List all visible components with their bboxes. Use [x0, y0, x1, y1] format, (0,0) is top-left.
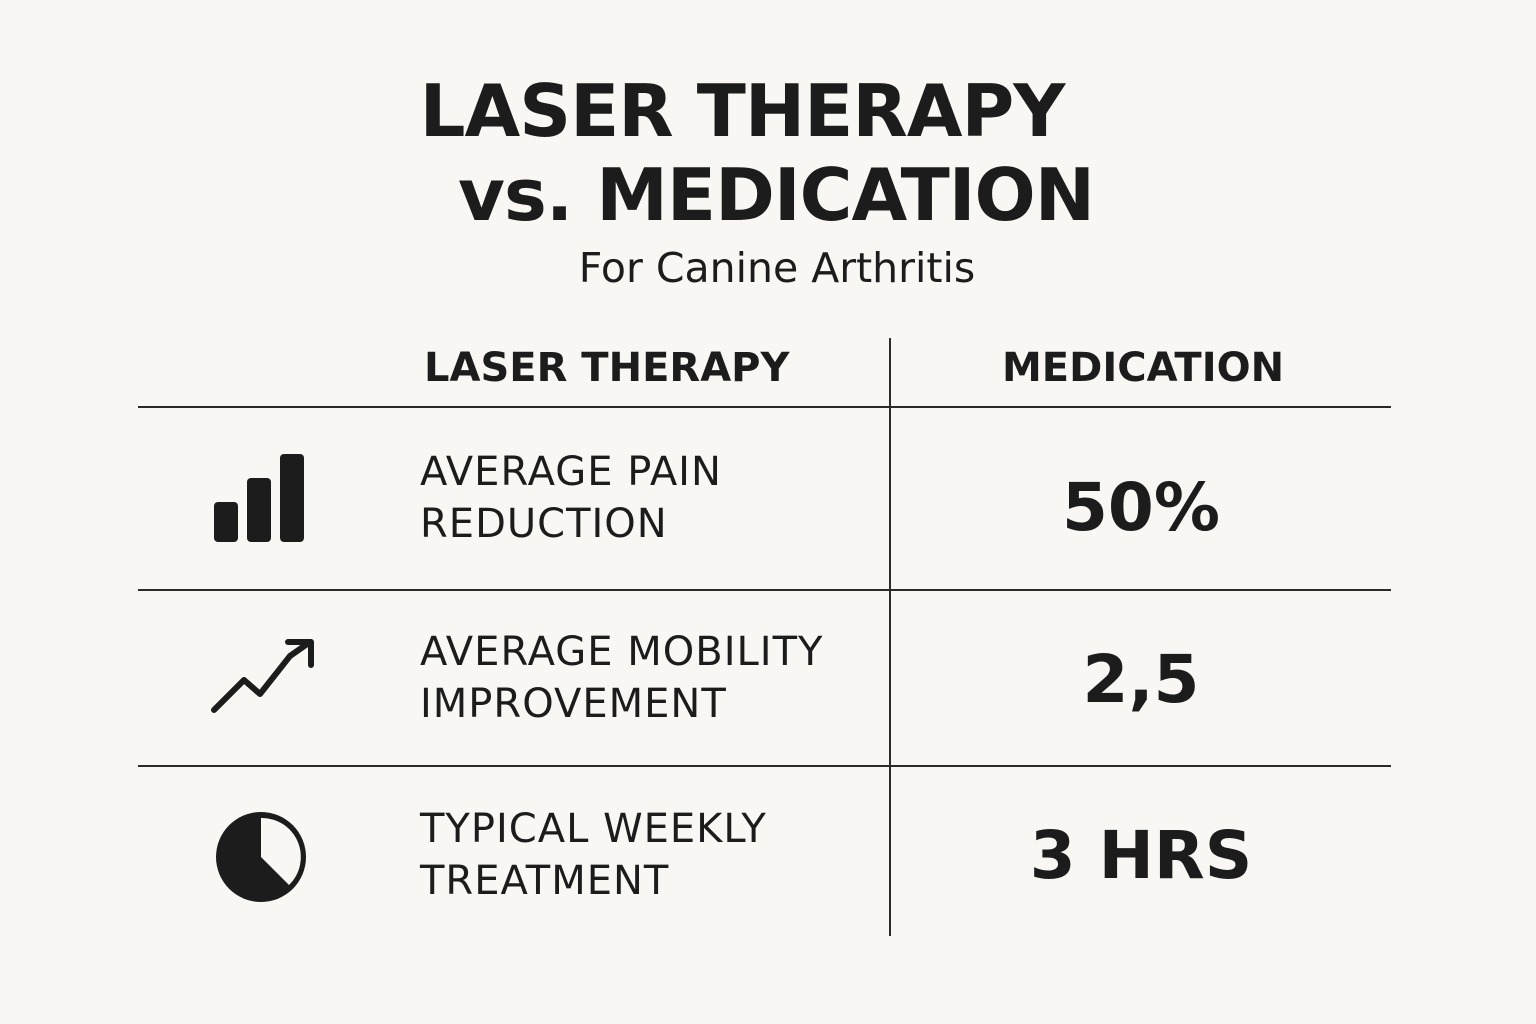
bar-chart-icon: [214, 454, 304, 542]
row-value: 2,5: [1082, 641, 1200, 718]
trend-up-arrow-icon: [211, 639, 314, 713]
table-divider: [138, 406, 1391, 408]
title-line-1: LASER THERAPY: [419, 69, 1066, 153]
row-value: 3 HRS: [1029, 817, 1253, 894]
row-label-line-1: TYPICAL WEEKLY: [420, 806, 767, 852]
title-line-2: vs. MEDICATION: [458, 153, 1095, 237]
pie-clock-icon: [216, 812, 306, 902]
row-label-line-2: IMPROVEMENT: [420, 681, 727, 727]
row-label-line-1: AVERAGE MOBILITY: [420, 629, 824, 675]
row-value: 50%: [1062, 469, 1220, 546]
column-header-laser-therapy: LASER THERAPY: [424, 345, 790, 391]
row-label-line-2: TREATMENT: [420, 858, 670, 904]
row-label-line-1: AVERAGE PAIN: [420, 449, 722, 495]
table-divider: [138, 589, 1391, 591]
column-divider: [889, 338, 891, 936]
row-label-line-2: REDUCTION: [420, 501, 668, 547]
column-header-medication: MEDICATION: [1002, 345, 1285, 391]
page-subtitle: For Canine Arthritis: [578, 244, 976, 292]
table-divider: [138, 765, 1391, 767]
